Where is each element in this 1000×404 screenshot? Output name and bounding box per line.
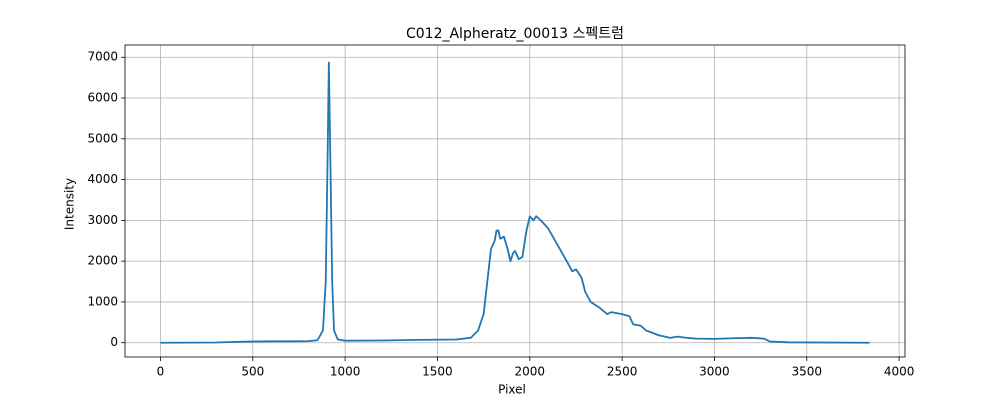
- x-tick-label: 3500: [791, 365, 822, 379]
- x-axis-label: Pixel: [498, 383, 526, 397]
- x-tick-label: 2000: [514, 365, 545, 379]
- x-tick-label: 500: [241, 365, 264, 379]
- spectrum-line: [160, 61, 870, 344]
- x-tick-label: 4000: [884, 365, 915, 379]
- y-tick-label: 6000: [87, 91, 118, 105]
- x-tick-label: 2500: [607, 365, 638, 379]
- y-tick-label: 2000: [87, 254, 118, 268]
- x-tick-label: 1000: [330, 365, 361, 379]
- x-tick-label: 1500: [422, 365, 453, 379]
- x-tick-label: 3000: [699, 365, 730, 379]
- chart-title: C012_Alpheratz_00013 스펙트럼: [406, 26, 624, 42]
- y-tick-label: 5000: [87, 131, 118, 145]
- y-axis-label: Intensity: [63, 178, 77, 230]
- x-tick-label: 0: [157, 365, 165, 379]
- plot-frame: [124, 44, 906, 358]
- y-tick-label: 1000: [87, 294, 118, 308]
- y-tick-label: 0: [110, 335, 118, 349]
- y-tick-label: 4000: [87, 172, 118, 186]
- y-tick-label: 3000: [87, 213, 118, 227]
- y-tick-label: 7000: [87, 50, 118, 64]
